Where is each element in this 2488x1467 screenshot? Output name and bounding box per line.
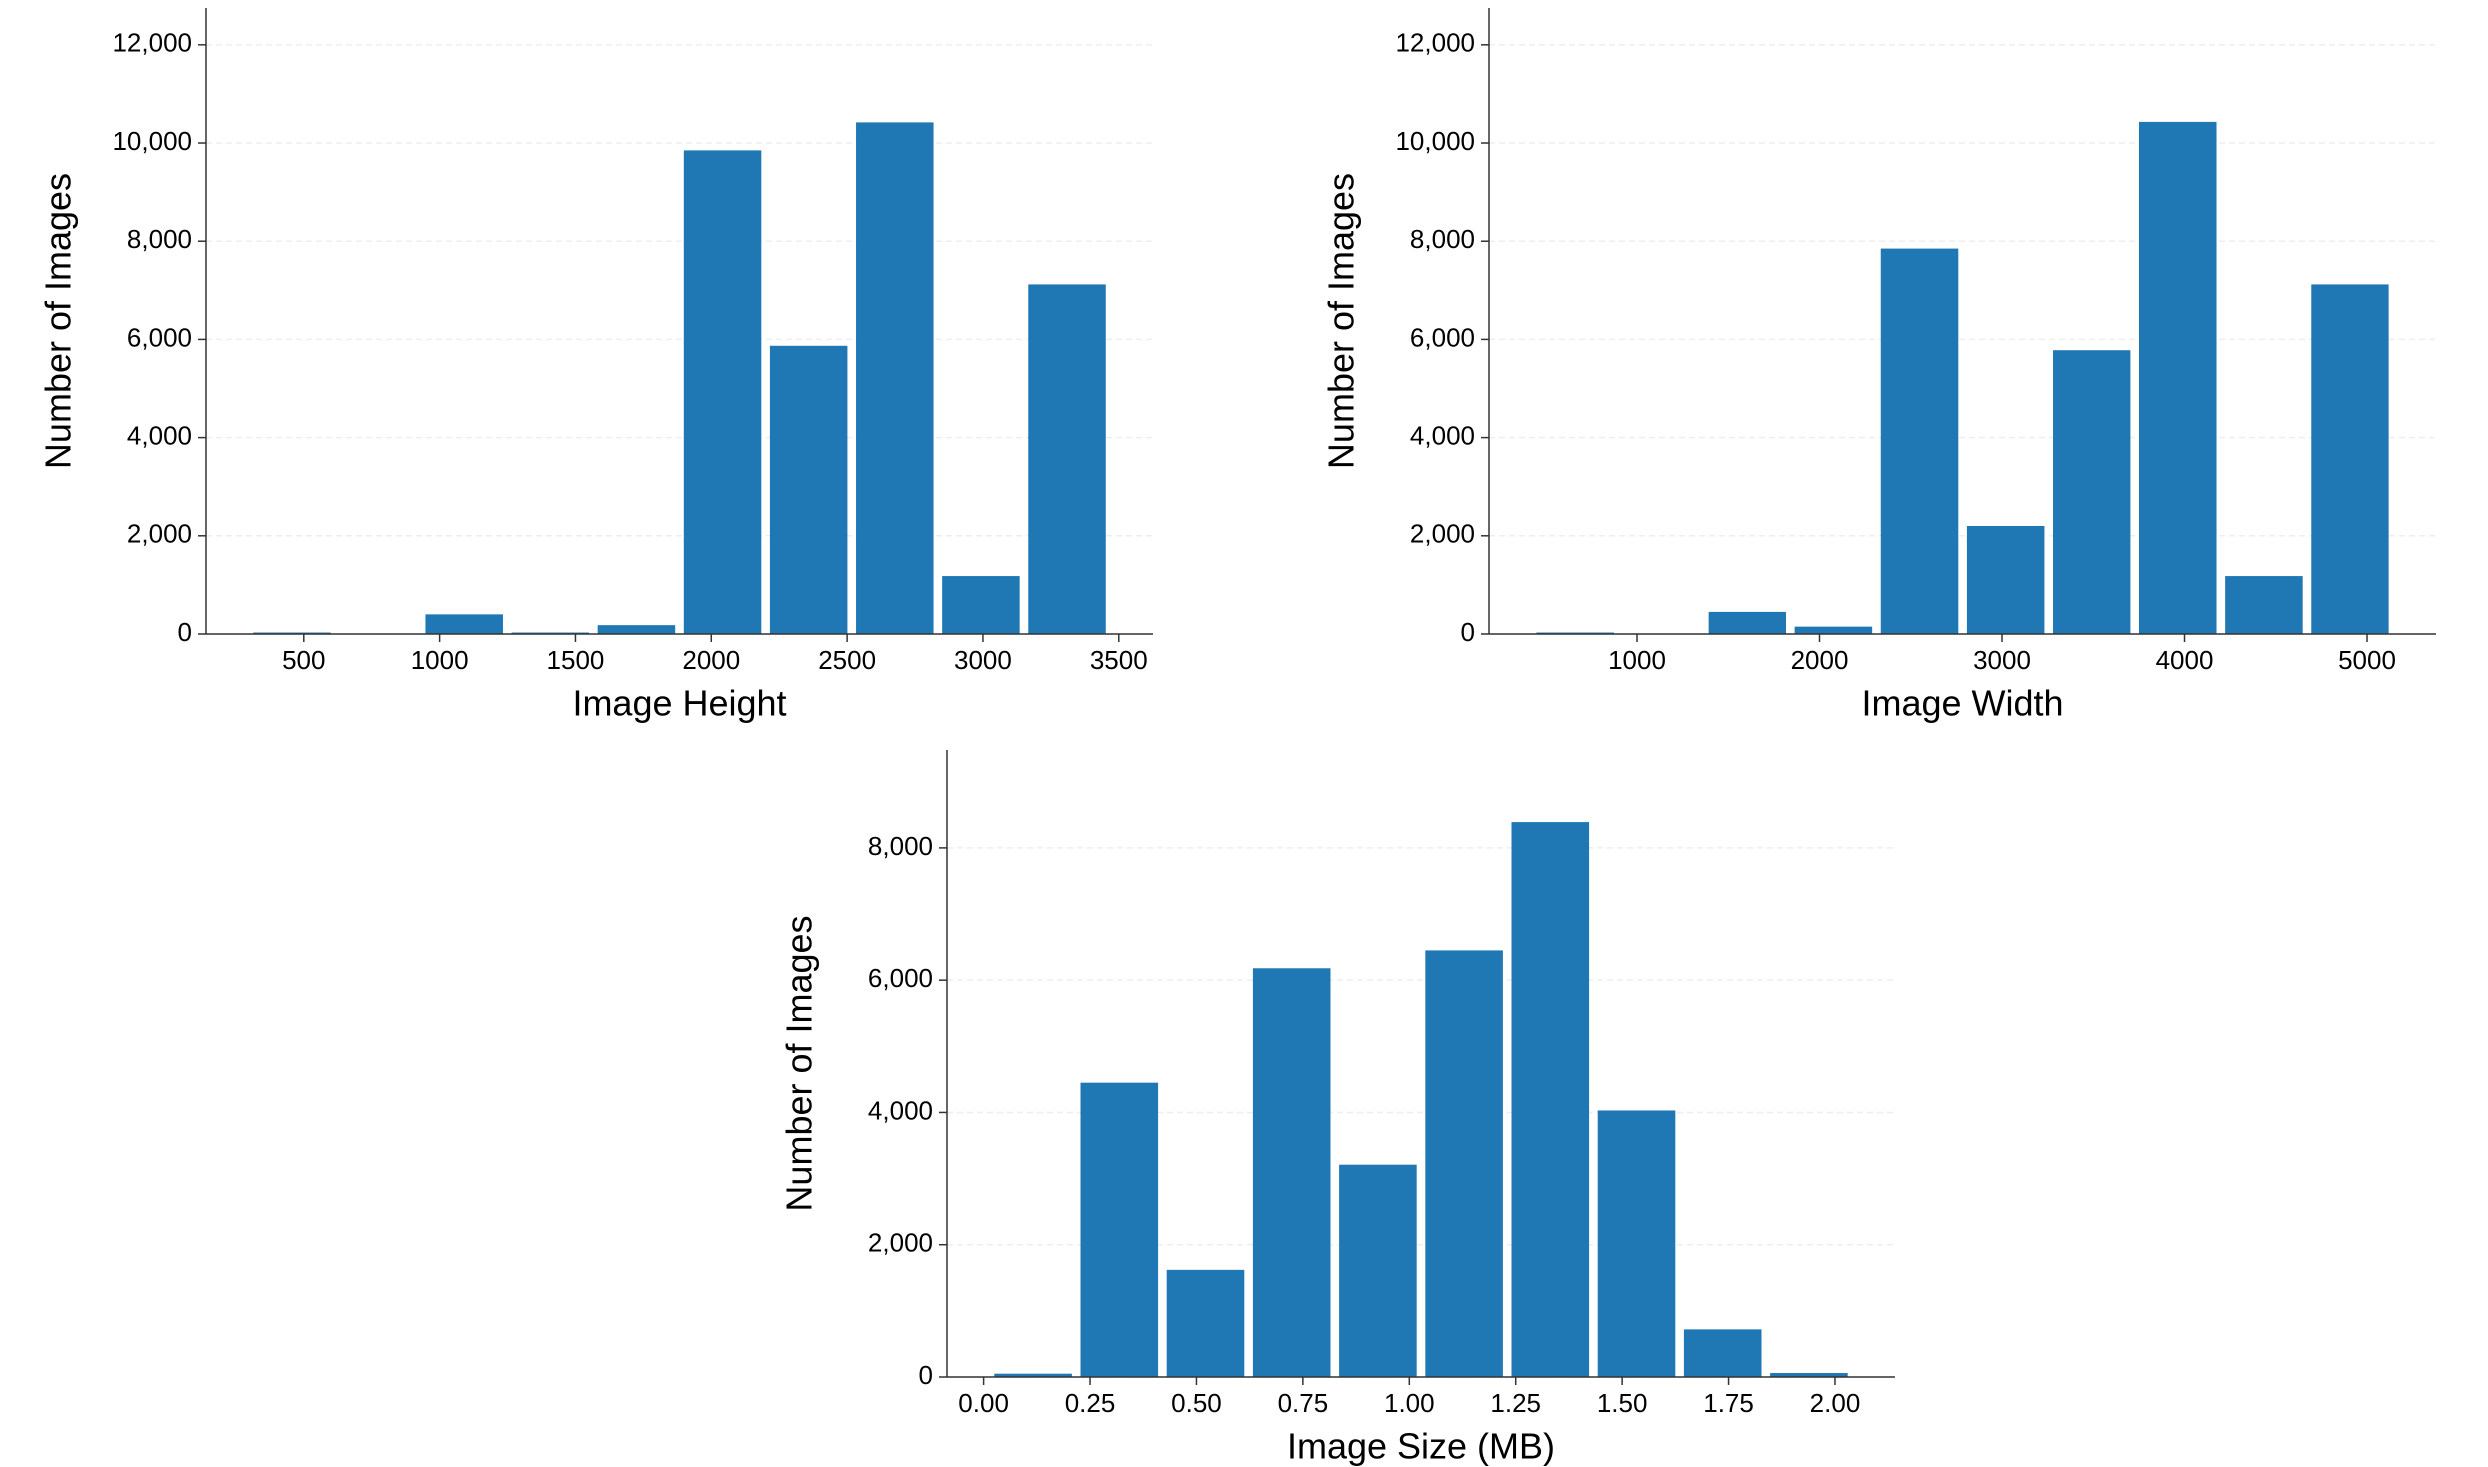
x-tick-label: 1.00	[1384, 1388, 1435, 1418]
y-tick-label: 12,000	[112, 28, 192, 58]
bar	[994, 1373, 1072, 1377]
bar	[1708, 611, 1787, 634]
x-axis-label: Image Height	[572, 683, 786, 724]
bar	[1511, 822, 1590, 1377]
bar	[1597, 1110, 1676, 1377]
y-tick-label: 0	[1461, 617, 1475, 647]
y-tick-label: 0	[919, 1360, 933, 1390]
bar	[1683, 1329, 1762, 1377]
y-tick-label: 2,000	[127, 519, 192, 549]
x-tick-label: 1.50	[1597, 1388, 1648, 1418]
x-axis-label: Image Size (MB)	[1287, 1426, 1555, 1467]
y-axis-label: Number of Images	[38, 173, 79, 469]
x-tick-label: 2000	[1791, 645, 1849, 675]
y-tick-label: 10,000	[112, 126, 192, 156]
y-axis-label: Number of Images	[779, 915, 820, 1211]
bar	[1794, 626, 1873, 634]
bar	[1028, 284, 1106, 634]
bar	[942, 576, 1020, 634]
bar	[425, 614, 503, 634]
bar	[2311, 284, 2389, 634]
y-tick-label: 2,000	[868, 1228, 933, 1258]
y-tick-label: 4,000	[868, 1095, 933, 1125]
y-axis-label: Number of Images	[1321, 173, 1362, 469]
bar	[2225, 576, 2303, 634]
bar	[597, 625, 676, 634]
bar	[1339, 1164, 1417, 1377]
x-tick-label: 3500	[1090, 645, 1148, 675]
x-tick-label: 2000	[682, 645, 740, 675]
bar	[769, 345, 848, 634]
x-tick-label: 1.75	[1703, 1388, 1754, 1418]
x-axis-label: Image Width	[1861, 683, 2063, 724]
bar	[856, 122, 934, 634]
y-tick-label: 2,000	[1410, 519, 1475, 549]
bar	[1880, 248, 1959, 635]
x-tick-label: 0.75	[1278, 1388, 1329, 1418]
bar	[1166, 1269, 1245, 1377]
y-tick-label: 6,000	[1410, 322, 1475, 352]
bar	[1425, 950, 1503, 1377]
bar	[2053, 350, 2131, 634]
x-tick-label: 5000	[2338, 645, 2396, 675]
bar	[1252, 968, 1331, 1377]
bar	[1080, 1082, 1159, 1377]
bar	[683, 150, 762, 634]
y-tick-label: 0	[178, 617, 192, 647]
x-tick-label: 1.25	[1490, 1388, 1541, 1418]
y-tick-label: 8,000	[1410, 224, 1475, 254]
y-tick-label: 6,000	[127, 322, 192, 352]
bar	[2138, 121, 2217, 634]
y-tick-label: 4,000	[127, 420, 192, 450]
y-tick-label: 10,000	[1395, 126, 1475, 156]
y-tick-label: 12,000	[1395, 28, 1475, 58]
x-tick-label: 1500	[547, 645, 605, 675]
x-tick-label: 2500	[818, 645, 876, 675]
x-tick-label: 0.50	[1171, 1388, 1222, 1418]
x-tick-label: 4000	[2156, 645, 2214, 675]
x-tick-label: 3000	[1973, 645, 2031, 675]
y-tick-label: 4,000	[1410, 420, 1475, 450]
y-tick-label: 8,000	[127, 224, 192, 254]
x-tick-label: 0.25	[1065, 1388, 1116, 1418]
y-tick-label: 8,000	[868, 831, 933, 861]
bar	[1966, 525, 2045, 634]
x-tick-label: 500	[282, 645, 325, 675]
x-tick-label: 0.00	[958, 1388, 1009, 1418]
x-tick-label: 1000	[1608, 645, 1666, 675]
x-tick-label: 1000	[411, 645, 469, 675]
y-tick-label: 6,000	[868, 963, 933, 993]
x-tick-label: 3000	[954, 645, 1012, 675]
bar	[1770, 1373, 1848, 1377]
x-tick-label: 2.00	[1810, 1388, 1861, 1418]
